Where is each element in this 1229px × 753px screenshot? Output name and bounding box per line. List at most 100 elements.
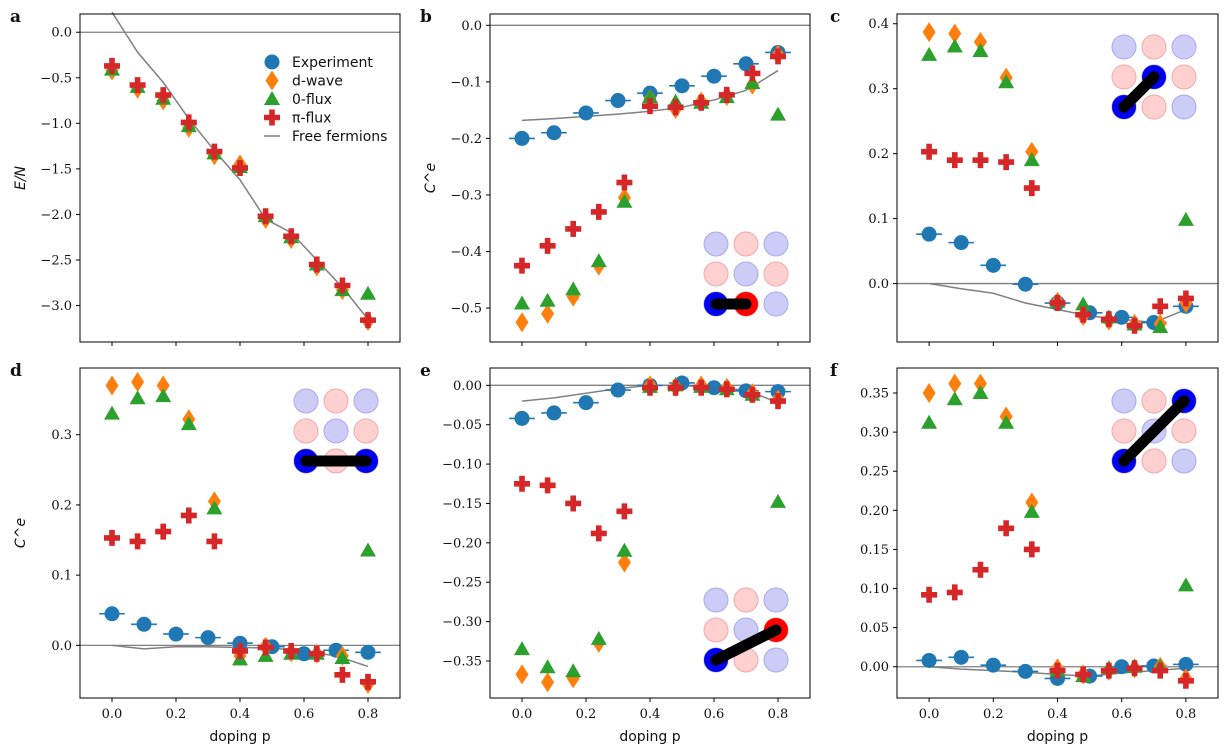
panel-a-ytick-label: −2.5 xyxy=(40,254,72,269)
legend-experiment-label: Experiment xyxy=(292,55,373,71)
panel-a-piflux-point xyxy=(104,57,120,74)
panel-d-zeroflux-point xyxy=(180,416,197,431)
panel-e-experiment-point xyxy=(610,382,626,398)
panel-e-xtick-label: 0.4 xyxy=(640,707,661,722)
panel-b-zeroflux-point xyxy=(770,106,786,121)
panel-e-ytick-label: −0.05 xyxy=(442,418,482,433)
panel-e-xtick-label: 0.2 xyxy=(576,707,597,722)
inset-site xyxy=(733,231,759,257)
inset-site xyxy=(1171,94,1197,120)
legend-zeroflux-swatch xyxy=(264,91,280,105)
panel-e-ytick-label: −0.30 xyxy=(442,615,482,630)
panel-c-piflux-point xyxy=(972,152,989,169)
panel-d-piflux-point xyxy=(232,642,248,659)
panel-b-experiment-point xyxy=(546,125,562,141)
panel-b-piflux-point xyxy=(539,237,556,254)
panel-e-xtick-label: 0.8 xyxy=(768,707,789,722)
panel-e-piflux-point xyxy=(565,495,582,512)
panel-f-dwave-point xyxy=(973,373,987,394)
panel-f-ytick-label: 0.00 xyxy=(860,660,889,675)
panel-b-ytick-label: −0.2 xyxy=(450,132,482,147)
panel-e-ytick-label: −0.25 xyxy=(442,576,482,591)
panel-c-bond-inset xyxy=(1111,34,1197,120)
inset-site xyxy=(1111,34,1137,60)
inset-site xyxy=(1141,34,1167,60)
panel-e-ytick-label: −0.20 xyxy=(442,536,482,551)
panel-e-zeroflux-point xyxy=(539,659,556,674)
inset-bond xyxy=(1118,395,1190,467)
legend-free-label: Free fermions xyxy=(292,129,387,145)
panel-a-piflux-point xyxy=(155,87,172,104)
panel-a: 0.0 −0.5 −1.0 −1.5 −2.0 −2.5 −3.0 E/N a xyxy=(10,7,401,346)
panel-f-xtick-label: 0.0 xyxy=(919,707,940,722)
panel-e-experiment-point xyxy=(514,410,530,426)
panel-e-xtick-label: 0.0 xyxy=(512,707,533,722)
panel-c-piflux-point xyxy=(1177,290,1194,307)
panel-d-zeroflux-point xyxy=(104,405,120,420)
panel-d-piflux-point xyxy=(283,642,300,659)
panel-e: 0.00 −0.05 −0.10 −0.15 −0.20 −0.25 −0.30 −0.35 0… xyxy=(420,361,811,745)
panel-b-ytick-label: −0.5 xyxy=(450,302,482,317)
panel-b-zeroflux-point xyxy=(642,89,658,104)
panel-e-piflux-point xyxy=(642,379,658,396)
panel-b-piflux-point xyxy=(616,174,633,191)
panel-e-ytick-label: −0.15 xyxy=(442,497,482,512)
panel-d-experiment-point xyxy=(104,606,120,622)
panel-d-experiment-point xyxy=(200,630,216,646)
panel-c-dwave-point xyxy=(922,22,936,43)
panel-b-piflux-point xyxy=(565,220,582,237)
panel-e-letter: e xyxy=(420,361,431,381)
panel-f-experiment-point xyxy=(953,649,969,665)
inset-site xyxy=(1171,418,1197,444)
panel-c-piflux-point xyxy=(946,152,963,169)
panel-c: 0.0 0.1 0.2 0.3 0.4 c xyxy=(830,7,1219,346)
panel-f-piflux-point xyxy=(1100,662,1117,679)
panel-a-ytick-label: −1.0 xyxy=(40,117,72,132)
panel-d-ytick-label: 0.0 xyxy=(51,639,72,654)
inset-site xyxy=(353,418,379,444)
inset-site xyxy=(1171,34,1197,60)
panel-a-ylabel: E/N xyxy=(13,165,29,190)
panel-c-zeroflux-point xyxy=(998,74,1015,89)
panel-b-piflux-point xyxy=(642,98,658,115)
panel-e-xlabel: doping p xyxy=(619,729,680,745)
panel-b-zeroflux-point xyxy=(744,74,761,89)
panel-f-dwave-point xyxy=(1025,492,1039,513)
inset-site xyxy=(1171,64,1197,90)
inset-site xyxy=(1111,388,1137,414)
panel-a-piflux-point xyxy=(334,277,351,294)
panel-b-experiment-point xyxy=(674,78,690,94)
panel-d-ytick-label: 0.1 xyxy=(51,569,72,584)
inset-site xyxy=(733,587,759,613)
panel-c-zeroflux-point xyxy=(946,38,963,53)
panel-c-zeroflux-point xyxy=(1152,319,1169,334)
panel-f-experiment-point xyxy=(1178,656,1194,672)
panel-f-piflux-point xyxy=(998,520,1015,537)
panel-c-ytick-label: 0.3 xyxy=(868,82,889,97)
inset-site xyxy=(1111,64,1137,90)
panel-b-letter: b xyxy=(420,7,432,27)
panel-b-dwave-point xyxy=(515,312,529,333)
panel-d-dwave-point xyxy=(105,375,119,396)
panel-f-dwave-point xyxy=(948,373,962,394)
panel-a-ytick-label: −3.0 xyxy=(40,299,72,314)
panel-a-ytick-label: −0.5 xyxy=(40,71,72,86)
panel-b-ytick-label: 0.0 xyxy=(461,19,482,34)
panel-a-piflux-point xyxy=(257,208,274,225)
panel-f-zeroflux-point xyxy=(998,414,1015,429)
panel-c-ytick-label: 0.0 xyxy=(868,277,889,292)
panel-c-zeroflux-point xyxy=(1177,211,1194,226)
panel-b: 0.0 −0.1 −0.2 −0.3 −0.4 −0.5 C^e b xyxy=(420,7,811,346)
panel-f-bond-inset xyxy=(1111,388,1197,474)
panel-f-piflux-point xyxy=(1023,541,1040,558)
panel-f-zeroflux-point xyxy=(972,385,989,400)
panel-e-zeroflux-point xyxy=(565,663,582,678)
inset-site xyxy=(323,418,349,444)
panel-a-ytick-label: −1.5 xyxy=(40,162,72,177)
panel-f-piflux-point xyxy=(921,586,938,603)
panel-d-experiment-point xyxy=(360,644,376,660)
panel-e-dwave-point xyxy=(617,552,631,573)
panel-c-piflux-point xyxy=(921,143,938,160)
panel-b-zeroflux-point xyxy=(616,193,633,208)
legend-piflux-label: π-flux xyxy=(292,111,331,127)
